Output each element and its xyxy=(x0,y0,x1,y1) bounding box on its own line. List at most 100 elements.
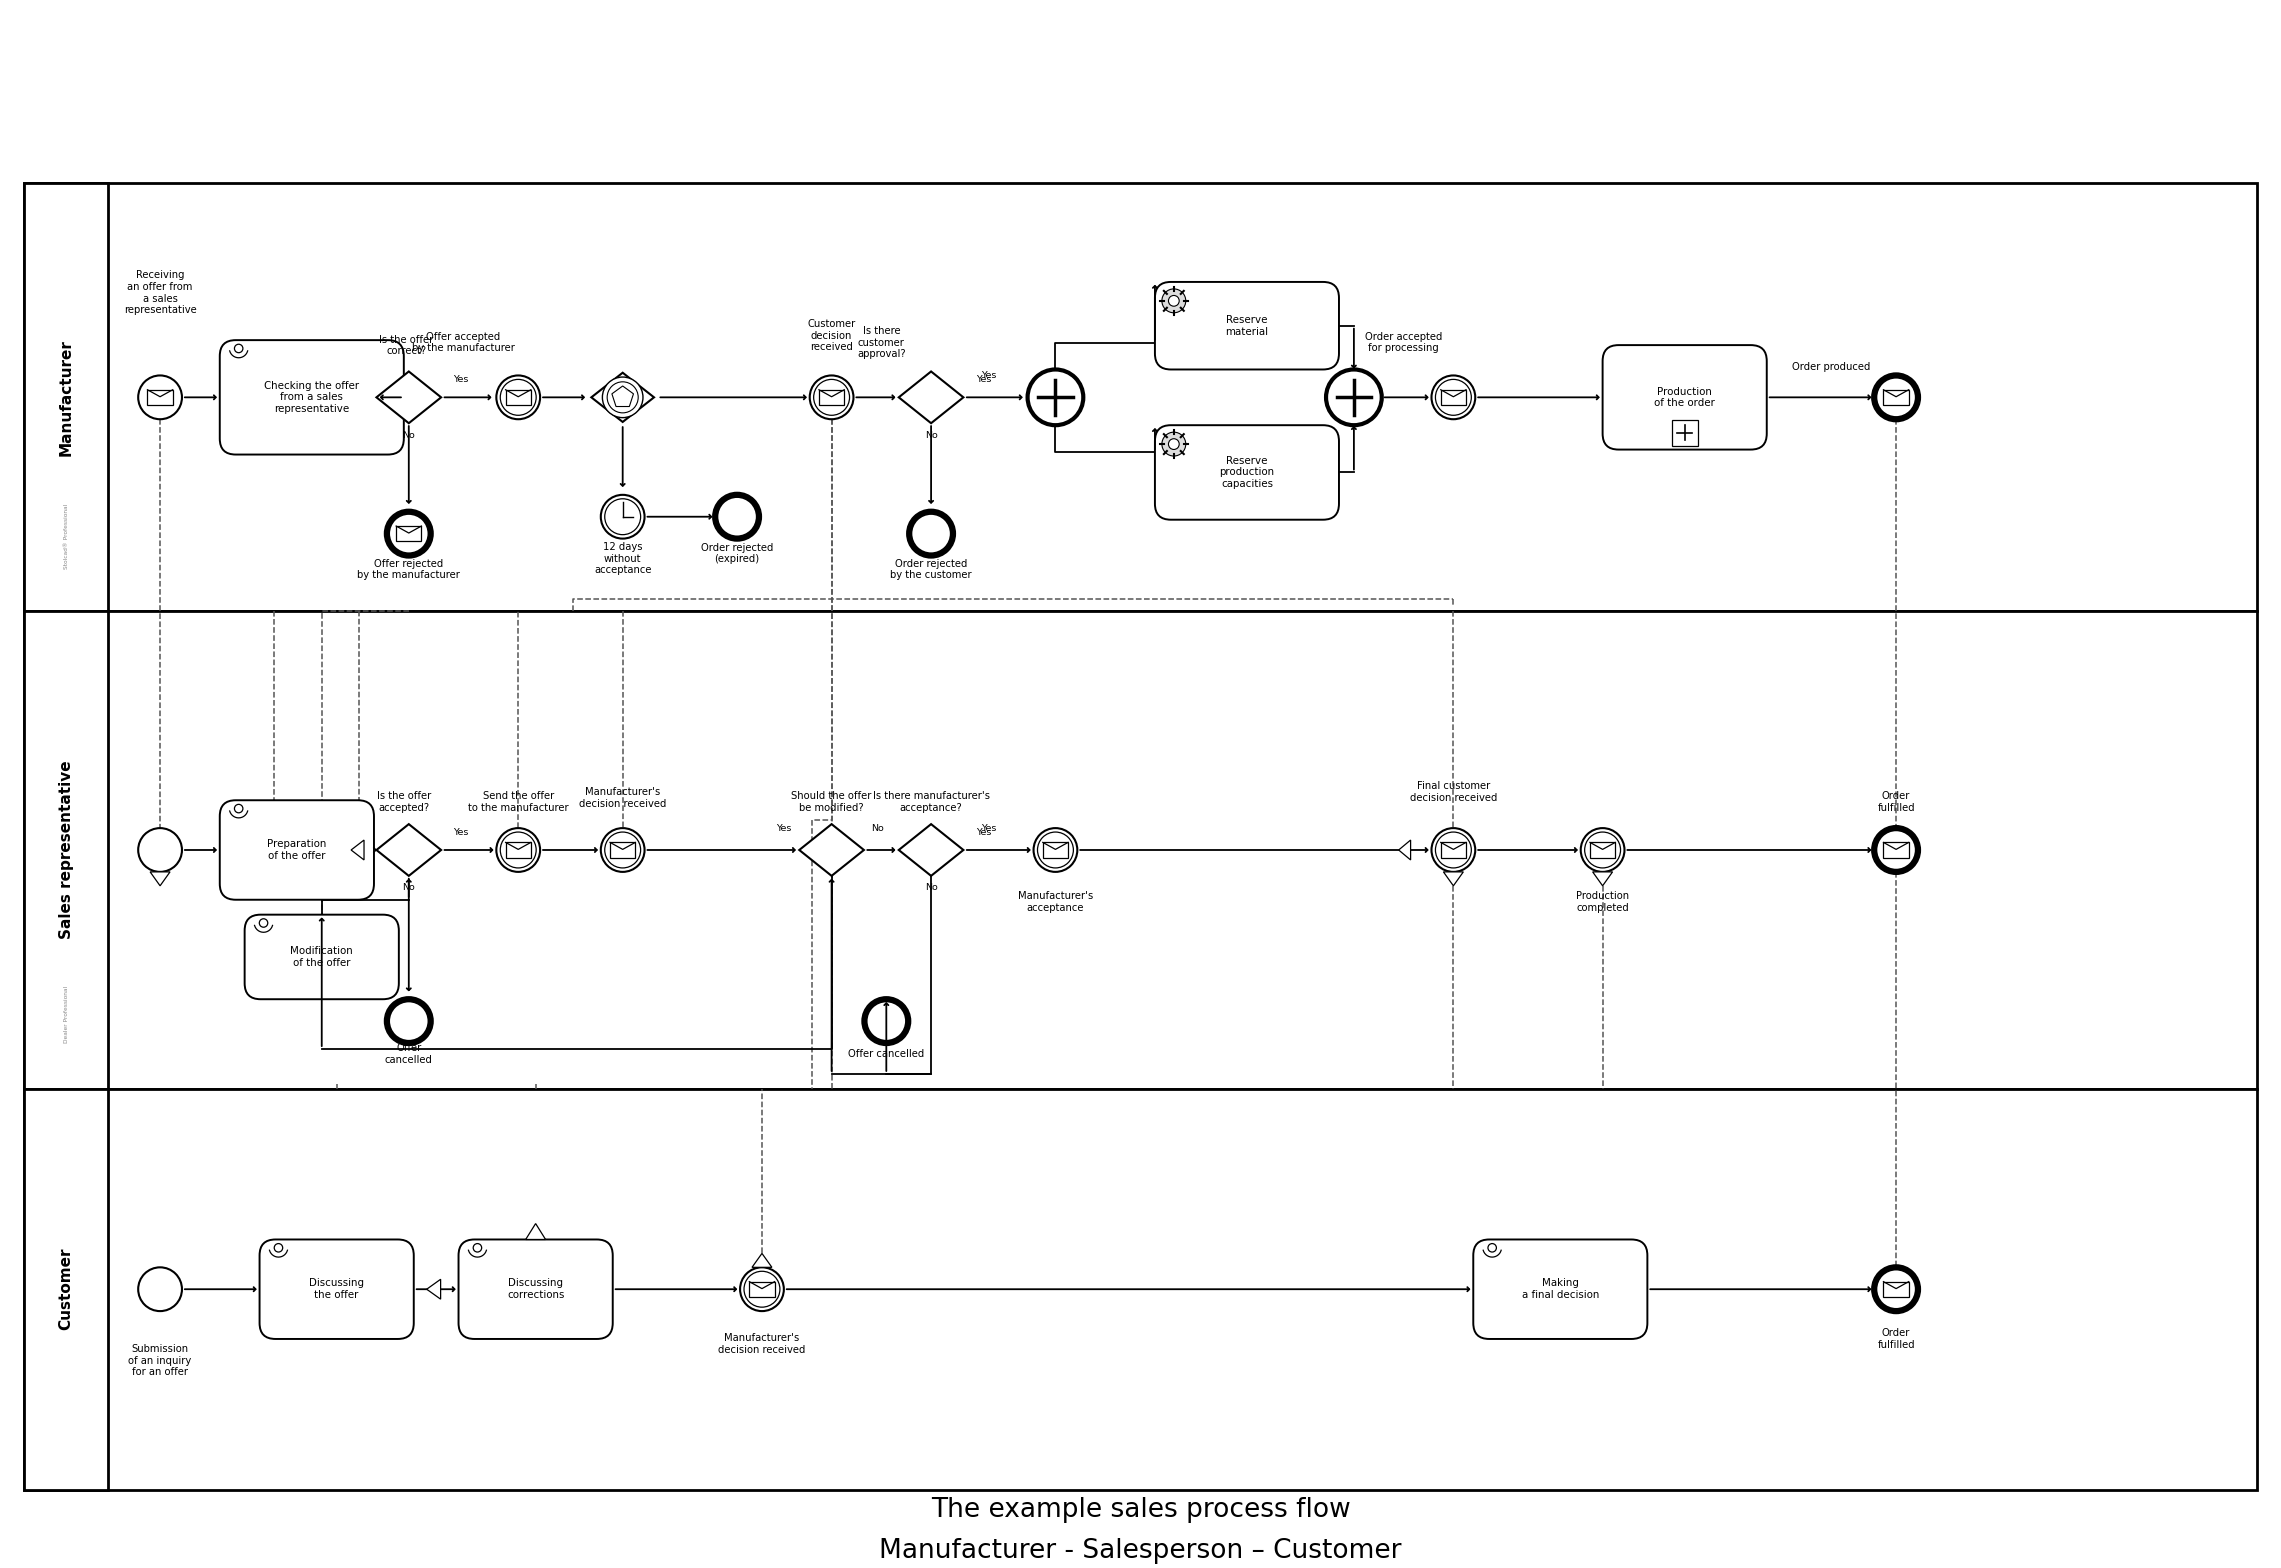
Text: No: No xyxy=(924,431,937,439)
Circle shape xyxy=(497,375,541,419)
Text: Sales representative: Sales representative xyxy=(59,760,73,939)
Bar xyxy=(23,183,2258,612)
Polygon shape xyxy=(351,840,365,859)
Text: Checking the offer
from a sales
representative: Checking the offer from a sales represen… xyxy=(265,381,360,414)
Polygon shape xyxy=(376,372,440,423)
Text: Order accepted
for processing: Order accepted for processing xyxy=(1364,332,1442,353)
Text: Offer rejected
by the manufacturer: Offer rejected by the manufacturer xyxy=(358,558,461,580)
Circle shape xyxy=(1432,375,1476,419)
Text: No: No xyxy=(871,823,885,833)
Circle shape xyxy=(864,999,908,1043)
Circle shape xyxy=(1432,828,1476,872)
Circle shape xyxy=(1161,433,1186,456)
Circle shape xyxy=(810,375,853,419)
Circle shape xyxy=(1038,833,1074,869)
Text: Yes: Yes xyxy=(454,828,470,837)
Text: Order
fulfilled: Order fulfilled xyxy=(1877,1328,1916,1350)
Text: Receiving
an offer from
a sales
representative: Receiving an offer from a sales represen… xyxy=(123,270,196,315)
Circle shape xyxy=(497,828,541,872)
Circle shape xyxy=(1875,1267,1918,1311)
Circle shape xyxy=(1435,379,1471,416)
Text: Production
of the order: Production of the order xyxy=(1654,387,1715,408)
Text: Manufacturer's
decision received: Manufacturer's decision received xyxy=(579,787,666,809)
Text: Is there
customer
approval?: Is there customer approval? xyxy=(858,326,906,359)
Polygon shape xyxy=(611,386,634,406)
Circle shape xyxy=(1875,375,1918,419)
Circle shape xyxy=(1168,295,1179,306)
Circle shape xyxy=(814,379,849,416)
Bar xyxy=(1042,842,1068,858)
Circle shape xyxy=(274,1243,283,1251)
Polygon shape xyxy=(525,1223,545,1239)
Text: Customer: Customer xyxy=(59,1248,73,1331)
Circle shape xyxy=(1026,370,1083,425)
Text: Manufacturer's
decision received: Manufacturer's decision received xyxy=(719,1333,805,1355)
FancyBboxPatch shape xyxy=(458,1239,614,1339)
Circle shape xyxy=(139,828,182,872)
Text: Send the offer
to the manufacturer: Send the offer to the manufacturer xyxy=(468,792,568,814)
Bar xyxy=(23,183,107,612)
Polygon shape xyxy=(1444,872,1464,886)
Text: No: No xyxy=(401,431,415,439)
Bar xyxy=(23,612,2258,1088)
Text: Making
a final decision: Making a final decision xyxy=(1521,1278,1599,1300)
Circle shape xyxy=(500,833,536,869)
Bar xyxy=(750,1281,776,1297)
Text: Yes: Yes xyxy=(776,823,792,833)
Text: Modification
of the offer: Modification of the offer xyxy=(290,946,354,967)
Circle shape xyxy=(1033,828,1077,872)
Text: Is there manufacturer's
acceptance?: Is there manufacturer's acceptance? xyxy=(874,792,990,814)
Circle shape xyxy=(139,1267,182,1311)
Bar xyxy=(819,390,844,405)
Text: Order produced: Order produced xyxy=(1793,362,1870,373)
Circle shape xyxy=(910,511,953,555)
Polygon shape xyxy=(1592,872,1613,886)
Polygon shape xyxy=(899,372,963,423)
Text: Order
fulfilled: Order fulfilled xyxy=(1877,792,1916,814)
Text: Discussing
the offer: Discussing the offer xyxy=(310,1278,365,1300)
Text: Yes: Yes xyxy=(981,372,997,379)
Text: Reserve
material: Reserve material xyxy=(1225,315,1268,337)
Text: Offer cancelled: Offer cancelled xyxy=(849,1049,924,1058)
Circle shape xyxy=(602,376,643,417)
Text: No: No xyxy=(401,883,415,892)
Text: Preparation
of the offer: Preparation of the offer xyxy=(267,839,326,861)
Text: Manufacturer - Salesperson – Customer: Manufacturer - Salesperson – Customer xyxy=(878,1538,1403,1565)
FancyBboxPatch shape xyxy=(1154,282,1339,370)
Polygon shape xyxy=(798,825,864,877)
Text: Order rejected
(expired): Order rejected (expired) xyxy=(700,543,773,564)
Text: Final customer
decision received: Final customer decision received xyxy=(1410,781,1496,803)
Text: The example sales process flow: The example sales process flow xyxy=(931,1496,1350,1523)
Text: Submission
of an inquiry
for an offer: Submission of an inquiry for an offer xyxy=(128,1344,192,1377)
Circle shape xyxy=(1161,289,1186,312)
Polygon shape xyxy=(899,825,963,877)
Bar xyxy=(1442,390,1467,405)
Circle shape xyxy=(235,345,242,353)
Circle shape xyxy=(739,1267,785,1311)
Bar xyxy=(1884,842,1909,858)
Polygon shape xyxy=(376,825,440,877)
FancyBboxPatch shape xyxy=(219,340,404,455)
FancyBboxPatch shape xyxy=(219,800,374,900)
Text: Production
completed: Production completed xyxy=(1576,891,1629,913)
FancyBboxPatch shape xyxy=(244,914,399,999)
Text: Yes: Yes xyxy=(976,375,992,384)
Circle shape xyxy=(500,379,536,416)
Text: Order rejected
by the customer: Order rejected by the customer xyxy=(890,558,972,580)
Bar xyxy=(23,612,107,1088)
Circle shape xyxy=(472,1243,481,1251)
Bar xyxy=(148,390,173,405)
Circle shape xyxy=(716,495,760,538)
Text: No: No xyxy=(924,883,937,892)
Circle shape xyxy=(1325,370,1382,425)
Bar xyxy=(1884,390,1909,405)
FancyBboxPatch shape xyxy=(260,1239,413,1339)
Circle shape xyxy=(604,499,641,535)
Polygon shape xyxy=(753,1253,771,1267)
Bar xyxy=(609,842,636,858)
Circle shape xyxy=(1168,439,1179,450)
Circle shape xyxy=(600,828,646,872)
Circle shape xyxy=(604,833,641,869)
Circle shape xyxy=(1487,1243,1496,1251)
Circle shape xyxy=(235,804,242,812)
